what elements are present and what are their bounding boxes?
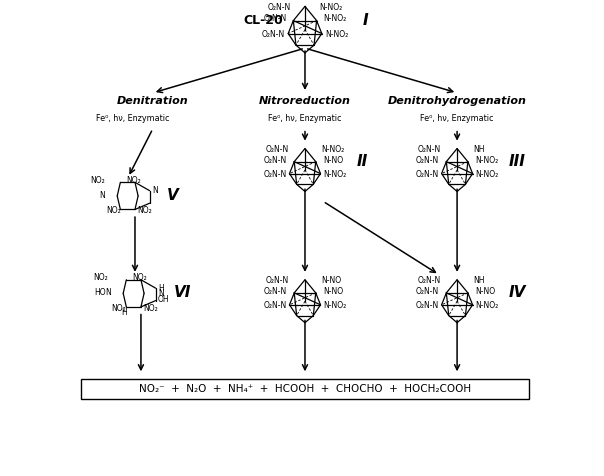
Text: NO₂: NO₂ <box>111 304 126 313</box>
Text: NO₂: NO₂ <box>91 176 105 185</box>
Text: Fe⁰, hν, Enzymatic: Fe⁰, hν, Enzymatic <box>96 114 170 123</box>
Text: N-NO₂: N-NO₂ <box>475 170 498 179</box>
Text: OH: OH <box>158 295 170 304</box>
Text: O₂N-N: O₂N-N <box>268 3 291 12</box>
Text: O₂N-N: O₂N-N <box>264 301 287 310</box>
Text: N: N <box>158 289 164 298</box>
Text: NH: NH <box>473 276 484 285</box>
Text: HO: HO <box>94 288 106 297</box>
Text: O₂N-N: O₂N-N <box>418 145 441 154</box>
Text: Fe⁰, hν, Enzymatic: Fe⁰, hν, Enzymatic <box>268 114 342 123</box>
Text: III: III <box>509 154 525 169</box>
Text: O₂N-N: O₂N-N <box>416 287 439 296</box>
Text: H: H <box>121 308 127 317</box>
Text: Denitration: Denitration <box>117 96 188 106</box>
Text: NO₂: NO₂ <box>106 206 121 215</box>
Text: N: N <box>152 186 158 195</box>
Text: O₂N-N: O₂N-N <box>418 276 441 285</box>
Text: N-NO: N-NO <box>323 156 343 165</box>
Text: NH: NH <box>473 145 484 154</box>
Text: IV: IV <box>509 285 526 300</box>
Text: N-NO: N-NO <box>321 276 341 285</box>
Text: VI: VI <box>174 285 191 300</box>
Text: N-NO₂: N-NO₂ <box>321 145 344 154</box>
Text: NO₂: NO₂ <box>132 273 147 282</box>
Text: O₂N-N: O₂N-N <box>416 156 439 165</box>
Text: I: I <box>362 13 368 28</box>
Text: N-NO₂: N-NO₂ <box>323 301 346 310</box>
Text: O₂N-N: O₂N-N <box>416 170 439 179</box>
Text: N-NO₂: N-NO₂ <box>475 301 498 310</box>
Text: O₂N-N: O₂N-N <box>266 276 289 285</box>
Text: Denitrohydrogenation: Denitrohydrogenation <box>388 96 527 106</box>
Text: N-NO₂: N-NO₂ <box>323 14 346 23</box>
Text: O₂N-N: O₂N-N <box>264 156 287 165</box>
Text: N-NO₂: N-NO₂ <box>475 156 498 165</box>
Text: NO₂⁻  +  N₂O  +  NH₄⁺  +  HCOOH  +  CHOCHO  +  HOCH₂COOH: NO₂⁻ + N₂O + NH₄⁺ + HCOOH + CHOCHO + HOC… <box>139 384 471 394</box>
Text: CL-20: CL-20 <box>243 14 283 27</box>
Text: O₂N-N: O₂N-N <box>266 145 289 154</box>
Text: NO₂: NO₂ <box>137 206 152 215</box>
Text: N-NO₂: N-NO₂ <box>325 30 348 39</box>
Bar <box>82 379 528 399</box>
Text: N: N <box>100 191 105 200</box>
Text: O₂N-N: O₂N-N <box>264 287 287 296</box>
Text: O₂N-N: O₂N-N <box>264 170 287 179</box>
Text: N: N <box>105 288 111 297</box>
Text: V: V <box>167 188 179 203</box>
Text: N-NO: N-NO <box>475 287 495 296</box>
Text: O₂N-N: O₂N-N <box>264 14 287 23</box>
Text: Fe⁰, hν, Enzymatic: Fe⁰, hν, Enzymatic <box>420 114 494 123</box>
Text: N-NO₂: N-NO₂ <box>323 170 346 179</box>
Text: H: H <box>158 284 164 293</box>
Text: NO₂: NO₂ <box>94 273 108 282</box>
Text: N-NO₂: N-NO₂ <box>319 3 342 12</box>
Text: O₂N-N: O₂N-N <box>416 301 439 310</box>
Text: N-NO: N-NO <box>323 287 343 296</box>
Text: NO₂: NO₂ <box>143 304 158 313</box>
Text: Nitroreduction: Nitroreduction <box>259 96 351 106</box>
Text: II: II <box>357 154 368 169</box>
Text: O₂N-N: O₂N-N <box>262 30 285 39</box>
Text: NO₂: NO₂ <box>127 176 141 185</box>
